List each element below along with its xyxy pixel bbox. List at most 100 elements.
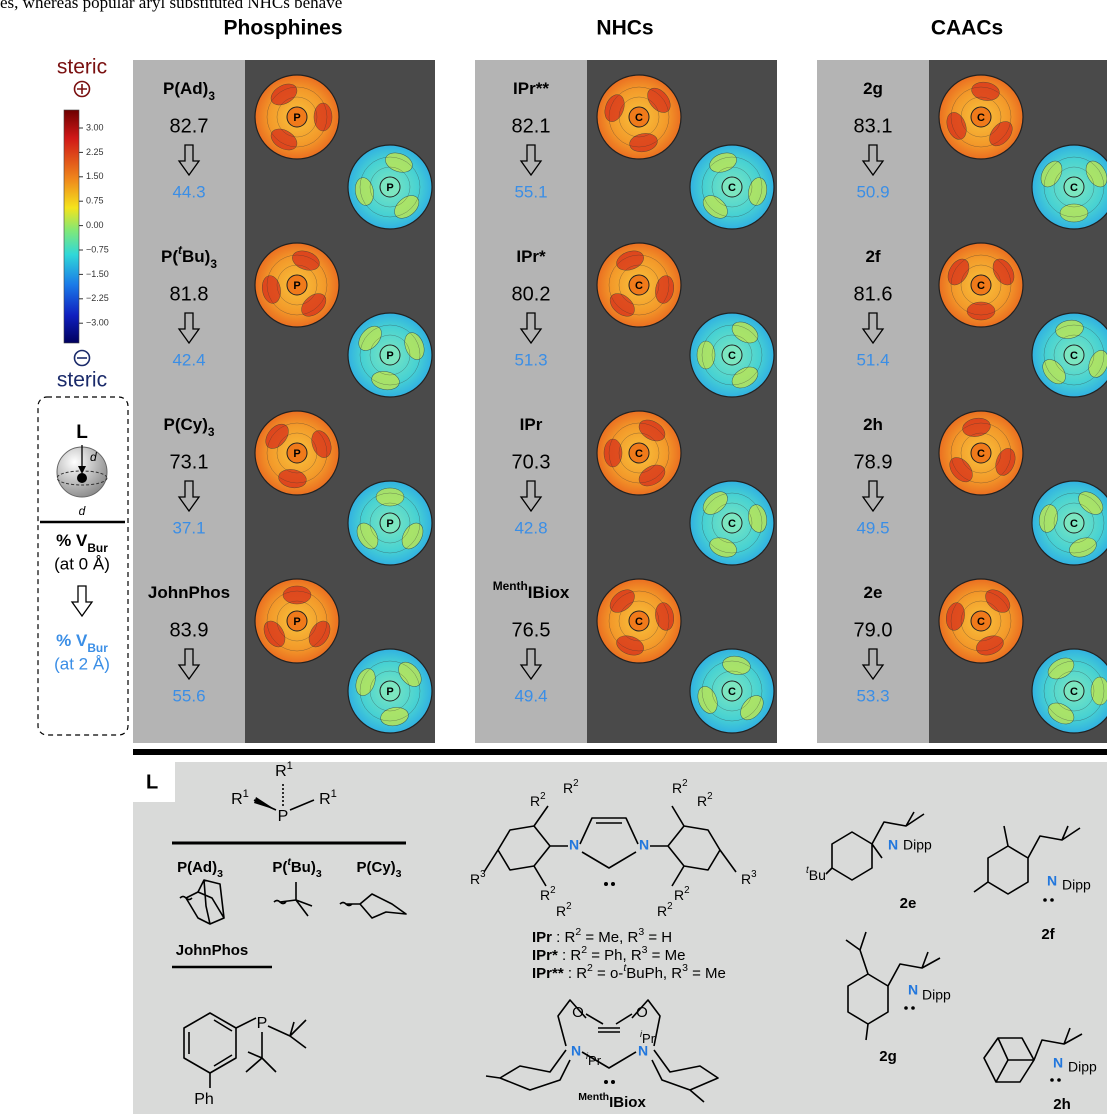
column: NHCs IPr** 82.1 55.1 C C IPr* 80.2 51.3 C C IPr 70.3…: [475, 17, 777, 743]
caac-2h: [983, 1027, 1083, 1083]
steric-lobe: [1042, 359, 1066, 385]
center-atom: [721, 680, 743, 702]
steric-lobe: [1055, 319, 1084, 339]
text-piece: JohnPhos: [148, 583, 230, 602]
steric-lobe: [609, 589, 635, 613]
text-piece: Bu): [182, 247, 210, 266]
steric-lobe: [375, 487, 405, 507]
text-piece: 2: [667, 901, 672, 912]
text-piece: R: [275, 763, 287, 780]
text-piece: 2f: [865, 247, 880, 266]
steric-lobe: [989, 121, 1013, 147]
down-arrow: [519, 480, 543, 513]
vbur-2: 53.3: [856, 686, 889, 705]
atom-label: R2: [530, 791, 546, 809]
atom-label: Dipp: [903, 837, 932, 853]
contour: [711, 166, 753, 208]
atom-label: O: [636, 1004, 648, 1021]
ligand-name: P(Ad)3: [177, 859, 223, 880]
ligand-name: 2f: [1041, 926, 1055, 943]
text-piece: 2: [540, 791, 545, 802]
contour: [1043, 660, 1105, 722]
text-piece: 2: [575, 926, 581, 938]
text-piece: R: [530, 793, 540, 809]
steric-lobe: [371, 371, 400, 391]
text-piece: 3: [316, 868, 322, 880]
text-piece: P(: [161, 247, 178, 266]
vbur-0: 78.9: [854, 451, 893, 473]
steric-lobe: [696, 340, 716, 370]
contour: [369, 166, 411, 208]
adamantyl: [179, 879, 225, 925]
steric-lobe: [385, 152, 413, 173]
steric-lobe: [976, 635, 1004, 656]
column-title: NHCs: [596, 17, 653, 40]
text-piece: = Me, R: [581, 929, 638, 946]
center-atom: [1063, 680, 1085, 702]
legend-tick-label: −2.25: [86, 293, 109, 303]
atom-label: C: [635, 448, 643, 460]
legend-tick-label: 2.25: [86, 147, 104, 157]
text-piece: 3: [751, 869, 757, 880]
steric-lobe: [966, 301, 996, 321]
contour: [276, 600, 318, 642]
vbur-0: 76.5: [512, 619, 551, 641]
text-piece: 2: [581, 944, 587, 956]
text-piece: R: [672, 780, 682, 796]
text-piece: IPr**: [532, 965, 564, 982]
contour: [266, 422, 328, 484]
minus-icon: [73, 349, 91, 367]
aryl: [650, 805, 737, 887]
text-piece: 3: [210, 257, 217, 271]
center-atom: [379, 344, 401, 366]
key-vbur: % VBur: [56, 631, 108, 655]
atom-label: iPr: [586, 1051, 602, 1068]
steric-lobe: [603, 438, 623, 468]
down-arrow: [70, 585, 94, 618]
steric-lobe: [356, 522, 379, 550]
steric-lobe: [278, 469, 307, 489]
ligand-name: MenthIBiox: [578, 1091, 646, 1111]
text-piece: 1: [287, 760, 293, 772]
atom-label: Dipp: [1062, 877, 1091, 893]
center-atom: [1063, 344, 1085, 366]
text-piece: 2: [566, 901, 571, 912]
text-piece: 3: [480, 869, 486, 880]
center-atom: [721, 176, 743, 198]
text-piece: 1: [331, 788, 337, 800]
text-piece: : R: [558, 947, 582, 964]
atom-label: R2: [540, 885, 556, 903]
vbur-2: 42.4: [172, 350, 205, 369]
vbur-0: 73.1: [170, 451, 209, 473]
contour: [960, 432, 1002, 474]
steric-lobe: [401, 522, 424, 550]
down-arrow: [519, 312, 543, 345]
steric-lobe: [971, 81, 1000, 101]
atom-label: O: [572, 1004, 584, 1021]
steric-lobe: [995, 448, 1016, 476]
steric-lobe: [731, 366, 759, 389]
text-piece: % V: [56, 631, 88, 650]
lone-pair: [604, 882, 608, 886]
ligand-name: IPr: [520, 415, 543, 434]
text-piece: 2h: [1053, 1096, 1071, 1113]
contour: [711, 670, 753, 712]
contour: [618, 96, 660, 138]
name-panel: [475, 60, 587, 743]
contour: [369, 670, 411, 712]
contour: [960, 264, 1002, 306]
text-piece: 3: [208, 425, 215, 439]
lone-pair: [1050, 1078, 1054, 1082]
contour: [369, 334, 411, 376]
text-piece: Menth: [493, 579, 528, 593]
down-arrow: [177, 480, 201, 513]
caac-structures: N Dipp tBu 2e N Dipp 2f N Dipp 2g N Dipp…: [806, 811, 1097, 1113]
steric-lobe: [1047, 657, 1075, 680]
steric-lobe: [748, 504, 768, 533]
atom-label: P: [257, 1015, 268, 1032]
steric-lobe: [355, 668, 376, 696]
text-piece: = Ph, R: [587, 947, 642, 964]
center-atom: [628, 442, 650, 464]
atom-label: N: [908, 982, 918, 998]
